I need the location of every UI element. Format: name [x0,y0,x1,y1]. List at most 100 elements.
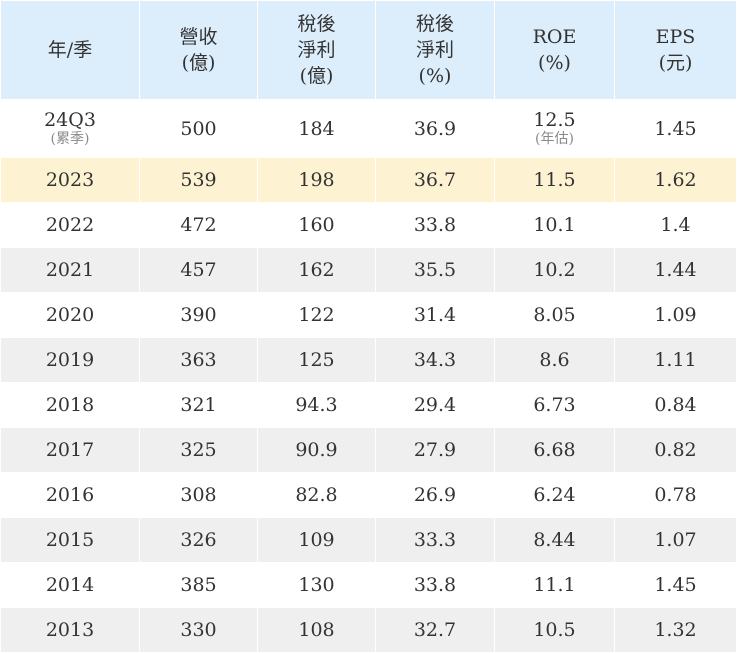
table-header: 年/季 營收 (億) 稅後 淨利 (億) 稅後 淨利 (%) ROE [0,0,737,100]
table-row: 2018 321 94.3 29.4 6.73 0.84 [0,382,737,428]
cell-net-margin: 29.4 [375,382,495,428]
cell-net-income: 109 [257,517,376,563]
header-row: 年/季 營收 (億) 稅後 淨利 (億) 稅後 淨利 (%) ROE [0,0,737,100]
period-value: 24Q3 [44,109,96,131]
cell-net-income: 122 [257,292,376,338]
cell-eps: 0.78 [614,472,737,518]
cell-net-income: 162 [257,247,376,293]
cell-net-income: 82.8 [257,472,376,518]
header-label-line: 淨利 [297,39,336,61]
header-label-line: 稅後 [297,13,336,35]
cell-net-margin: 32.7 [375,607,495,653]
cell-net-income: 90.9 [257,427,376,473]
cell-net-income: 160 [257,202,376,248]
roe-value: 12.5 [533,109,576,131]
table-row: 2017 325 90.9 27.9 6.68 0.82 [0,427,737,473]
cell-net-income: 198 [257,157,376,203]
cell-period: 2020 [0,292,140,338]
cell-roe: 12.5 (年估) [494,99,615,158]
table-row: 2014 385 130 33.8 11.1 1.45 [0,562,737,608]
cell-roe: 6.24 [494,472,615,518]
cell-revenue: 472 [139,202,258,248]
cell-roe: 6.68 [494,427,615,473]
header-label-line: EPS [655,26,696,48]
cell-roe: 10.2 [494,247,615,293]
cell-revenue: 385 [139,562,258,608]
header-unit: (億) [181,52,216,74]
header-unit: (億) [299,65,334,87]
cell-period: 2019 [0,337,140,383]
cell-net-margin: 33.3 [375,517,495,563]
header-net-margin: 稅後 淨利 (%) [375,0,495,100]
header-net-income: 稅後 淨利 (億) [257,0,376,100]
table-row: 2021 457 162 35.5 10.2 1.44 [0,247,737,293]
cell-revenue: 457 [139,247,258,293]
cell-period: 2015 [0,517,140,563]
cell-revenue: 539 [139,157,258,203]
roe-note: (年估) [535,131,574,147]
cell-eps: 1.07 [614,517,737,563]
cell-period: 2017 [0,427,140,473]
cell-roe: 8.05 [494,292,615,338]
header-unit: (%) [418,65,452,87]
header-label-line: 稅後 [415,13,454,35]
cell-net-margin: 27.9 [375,427,495,473]
cell-period: 2018 [0,382,140,428]
cell-revenue: 321 [139,382,258,428]
cell-period: 2023 [0,157,140,203]
cell-net-margin: 31.4 [375,292,495,338]
header-label-line: 年/季 [47,39,93,61]
cell-eps: 1.45 [614,562,737,608]
cell-eps: 1.44 [614,247,737,293]
cell-revenue: 326 [139,517,258,563]
header-unit: (元) [658,52,693,74]
cell-revenue: 390 [139,292,258,338]
cell-roe: 8.6 [494,337,615,383]
table-row: 2019 363 125 34.3 8.6 1.11 [0,337,737,383]
cell-period: 2014 [0,562,140,608]
table-row-highlighted: 2023 539 198 36.7 11.5 1.62 [0,157,737,203]
cell-revenue: 308 [139,472,258,518]
cell-roe: 6.73 [494,382,615,428]
cell-revenue: 500 [139,99,258,158]
cell-eps: 0.84 [614,382,737,428]
cell-net-margin: 36.9 [375,99,495,158]
cell-period: 2016 [0,472,140,518]
header-label-line: ROE [532,26,577,48]
cell-period: 2022 [0,202,140,248]
header-label-line: 淨利 [415,39,454,61]
cell-net-income: 108 [257,607,376,653]
cell-period: 24Q3 (累季) [0,99,140,158]
header-revenue: 營收 (億) [139,0,258,100]
table-row: 2013 330 108 32.7 10.5 1.32 [0,607,737,653]
cell-net-margin: 26.9 [375,472,495,518]
cell-roe: 11.5 [494,157,615,203]
cell-net-income: 125 [257,337,376,383]
cell-roe: 10.1 [494,202,615,248]
header-label-line: 營收 [179,26,218,48]
table-body: 24Q3 (累季) 500 184 36.9 12.5 (年估) 1.45 20… [0,99,737,653]
table-row: 2016 308 82.8 26.9 6.24 0.78 [0,472,737,518]
cell-net-margin: 35.5 [375,247,495,293]
cell-roe: 8.44 [494,517,615,563]
cell-eps: 1.32 [614,607,737,653]
cell-period: 2013 [0,607,140,653]
cell-roe: 11.1 [494,562,615,608]
cell-revenue: 363 [139,337,258,383]
cell-eps: 1.09 [614,292,737,338]
cell-net-margin: 34.3 [375,337,495,383]
table-row: 24Q3 (累季) 500 184 36.9 12.5 (年估) 1.45 [0,99,737,158]
cell-revenue: 325 [139,427,258,473]
cell-period: 2021 [0,247,140,293]
cell-eps: 0.82 [614,427,737,473]
cell-eps: 1.45 [614,99,737,158]
cell-net-income: 130 [257,562,376,608]
cell-net-margin: 33.8 [375,202,495,248]
cell-net-margin: 33.8 [375,562,495,608]
cell-net-income: 94.3 [257,382,376,428]
cell-eps: 1.4 [614,202,737,248]
table-row: 2020 390 122 31.4 8.05 1.09 [0,292,737,338]
period-note: (累季) [50,131,90,147]
